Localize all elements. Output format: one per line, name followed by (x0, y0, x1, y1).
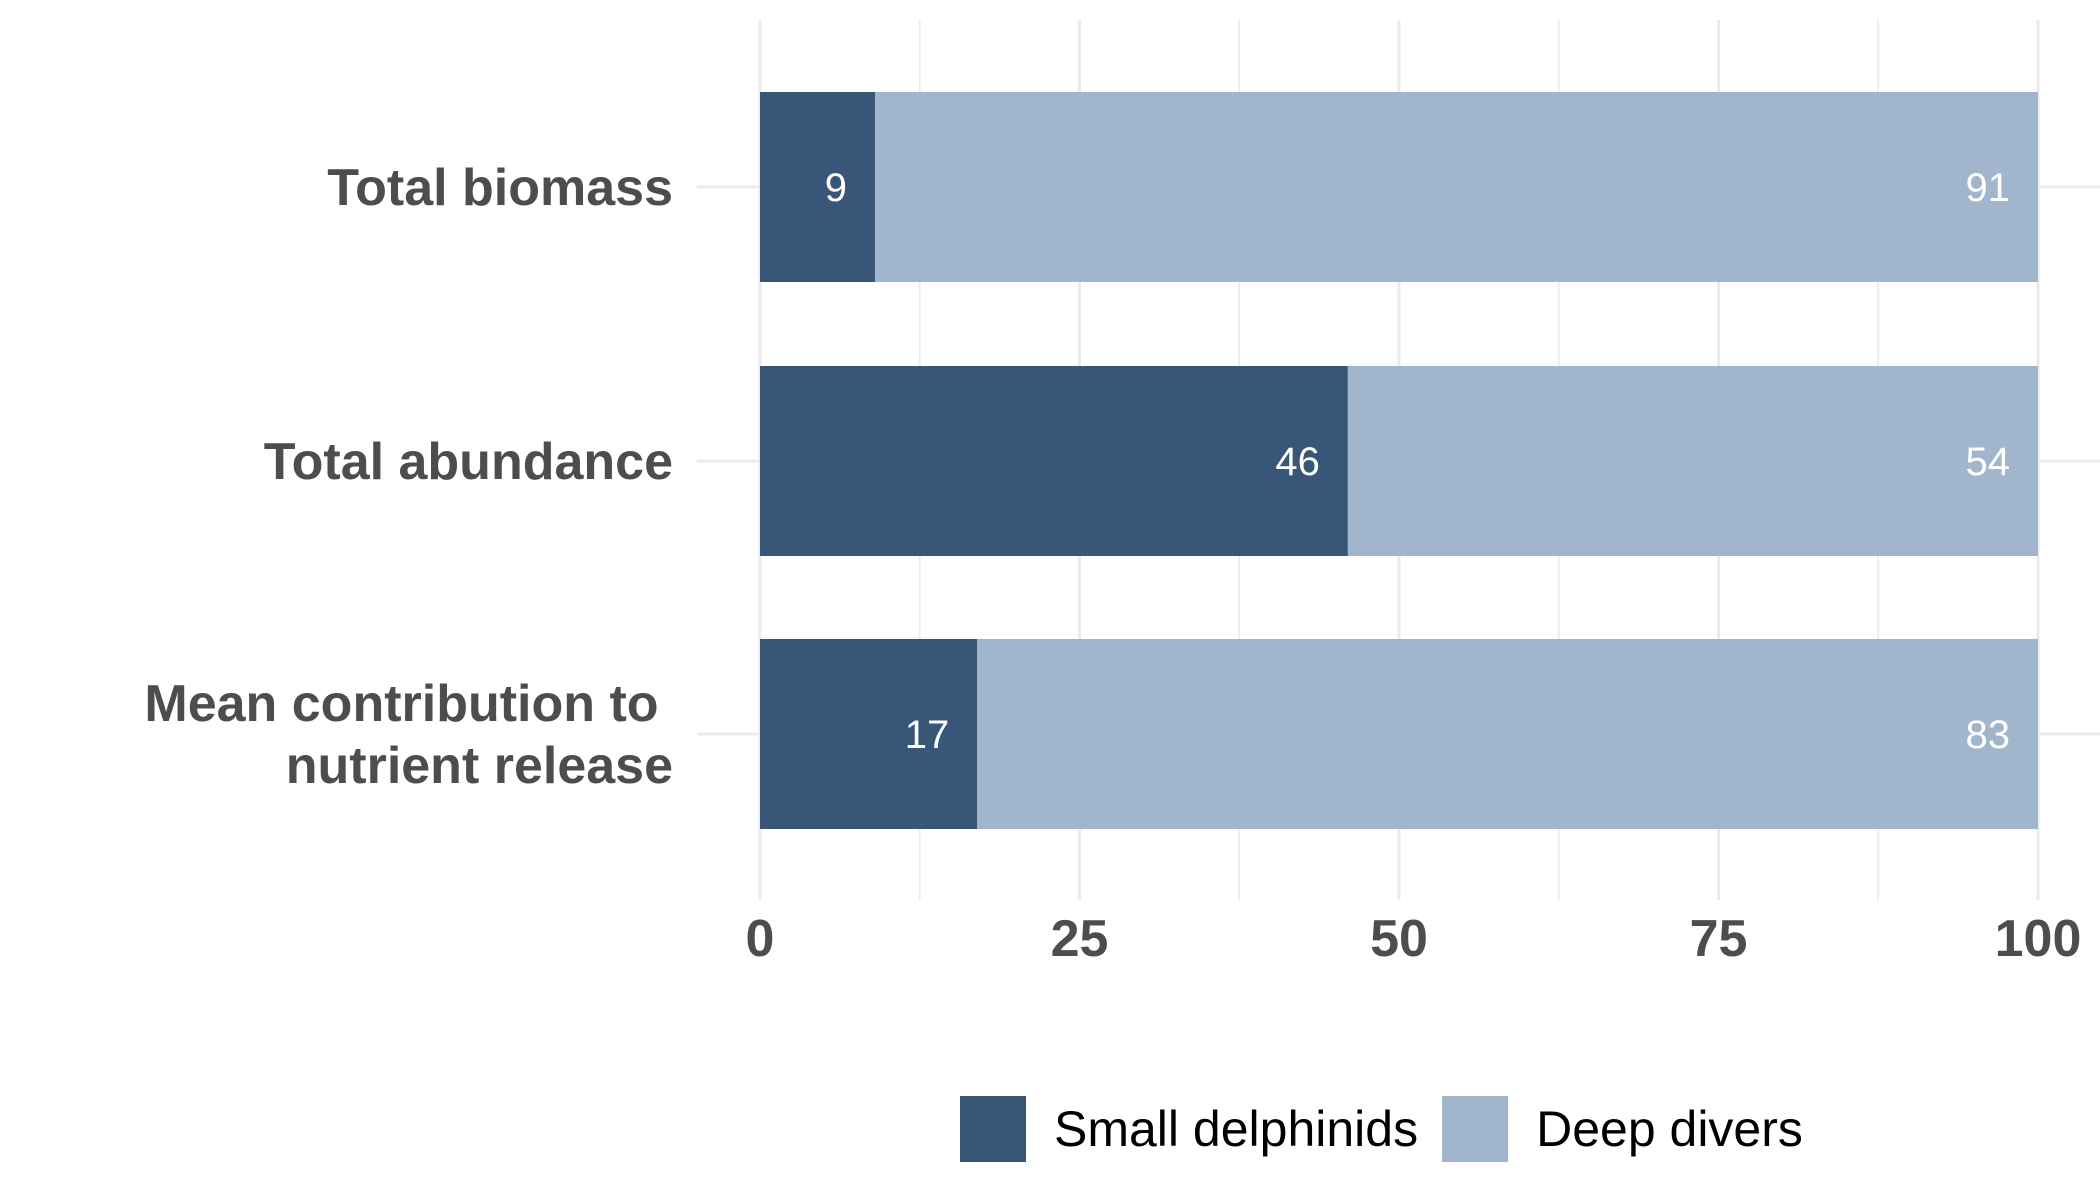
data-label: 91 (1966, 166, 2011, 210)
x-tick-labels: 0 25 50 75 100 (746, 910, 2082, 968)
category-label: Mean contribution to nutrient release (144, 675, 673, 795)
bar-segment (977, 639, 2038, 829)
category-labels: Total biomass Total abundance Mean contrib… (144, 159, 673, 795)
data-label: 46 (1275, 440, 1320, 484)
legend-label: Small delphinids (1054, 1101, 1418, 1157)
data-label: 54 (1966, 440, 2011, 484)
data-label: 83 (1966, 713, 2011, 757)
x-tick-label: 25 (1051, 910, 1109, 968)
legend-swatch (1442, 1096, 1509, 1162)
bar-segment (760, 639, 978, 829)
category-label: Total abundance (264, 433, 673, 491)
bars: 9 91 46 54 17 83 (760, 92, 2038, 829)
legend: Small delphinids Deep divers (960, 1096, 1803, 1162)
x-tick-label: 50 (1370, 910, 1428, 968)
x-tick-label: 75 (1690, 910, 1748, 968)
bar-segment (1347, 366, 2038, 556)
bar-segment (875, 92, 2038, 282)
bar-segment (760, 366, 1348, 556)
x-tick-label: 0 (746, 910, 775, 968)
bar-segment (760, 92, 876, 282)
category-label: Total biomass (327, 159, 673, 217)
data-label: 17 (905, 713, 950, 757)
data-label: 9 (825, 166, 847, 210)
legend-label: Deep divers (1536, 1101, 1803, 1157)
x-tick-label: 100 (1995, 910, 2082, 968)
legend-swatch (960, 1096, 1026, 1162)
